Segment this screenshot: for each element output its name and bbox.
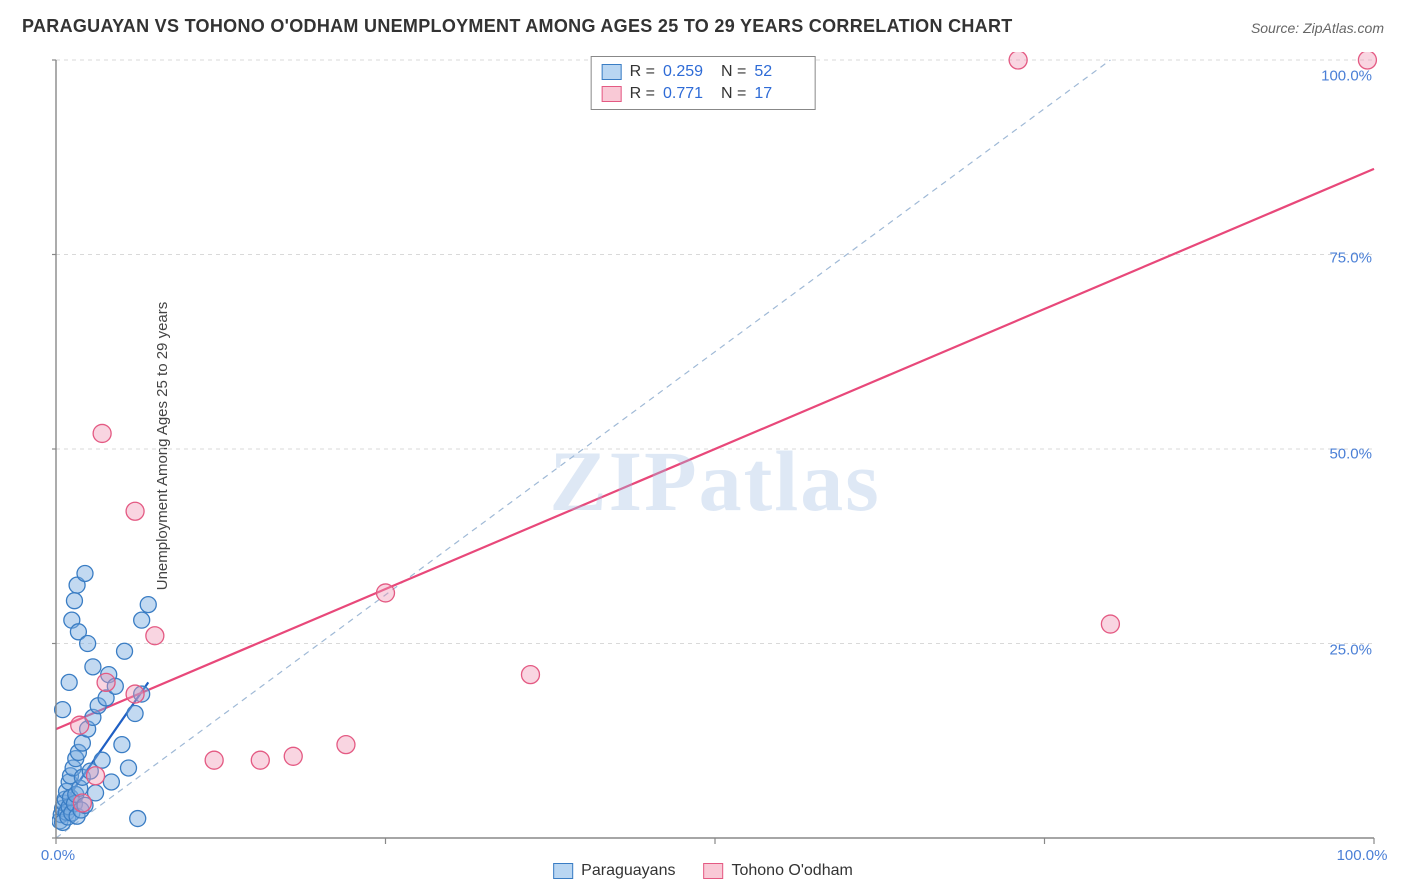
legend-n-label: N = (721, 85, 746, 103)
source-attribution: Source: ZipAtlas.com (1251, 20, 1384, 36)
y-tick-25: 25.0% (1329, 642, 1372, 659)
legend-label-1: Tohono O'odham (731, 862, 852, 880)
legend-n-value-1: 17 (754, 85, 804, 103)
chart-svg (52, 52, 1378, 846)
swatch-blue-icon (553, 863, 573, 879)
legend-series: Paraguayans Tohono O'odham (553, 862, 853, 880)
legend-item-paraguayans: Paraguayans (553, 862, 675, 880)
y-tick-100: 100.0% (1321, 68, 1372, 85)
legend-r-value-0: 0.259 (663, 63, 713, 81)
legend-n-value-0: 52 (754, 63, 804, 81)
x-tick-100: 100.0% (1337, 847, 1388, 864)
legend-row-tohono: R = 0.771 N = 17 (602, 83, 805, 105)
swatch-blue-icon (602, 64, 622, 80)
x-tick-0: 0.0% (41, 847, 75, 864)
legend-r-label: R = (630, 85, 655, 103)
legend-row-paraguayans: R = 0.259 N = 52 (602, 61, 805, 83)
legend-n-label: N = (721, 63, 746, 81)
swatch-pink-icon (602, 86, 622, 102)
legend-r-label: R = (630, 63, 655, 81)
chart-title: PARAGUAYAN VS TOHONO O'ODHAM UNEMPLOYMEN… (22, 16, 1013, 37)
legend-r-value-1: 0.771 (663, 85, 713, 103)
y-tick-50: 50.0% (1329, 446, 1372, 463)
swatch-pink-icon (703, 863, 723, 879)
legend-item-tohono: Tohono O'odham (703, 862, 852, 880)
legend-label-0: Paraguayans (581, 862, 675, 880)
legend-correlation: R = 0.259 N = 52 R = 0.771 N = 17 (591, 56, 816, 110)
chart-plot-area: ZIPatlas (52, 52, 1378, 846)
y-tick-75: 75.0% (1329, 250, 1372, 267)
